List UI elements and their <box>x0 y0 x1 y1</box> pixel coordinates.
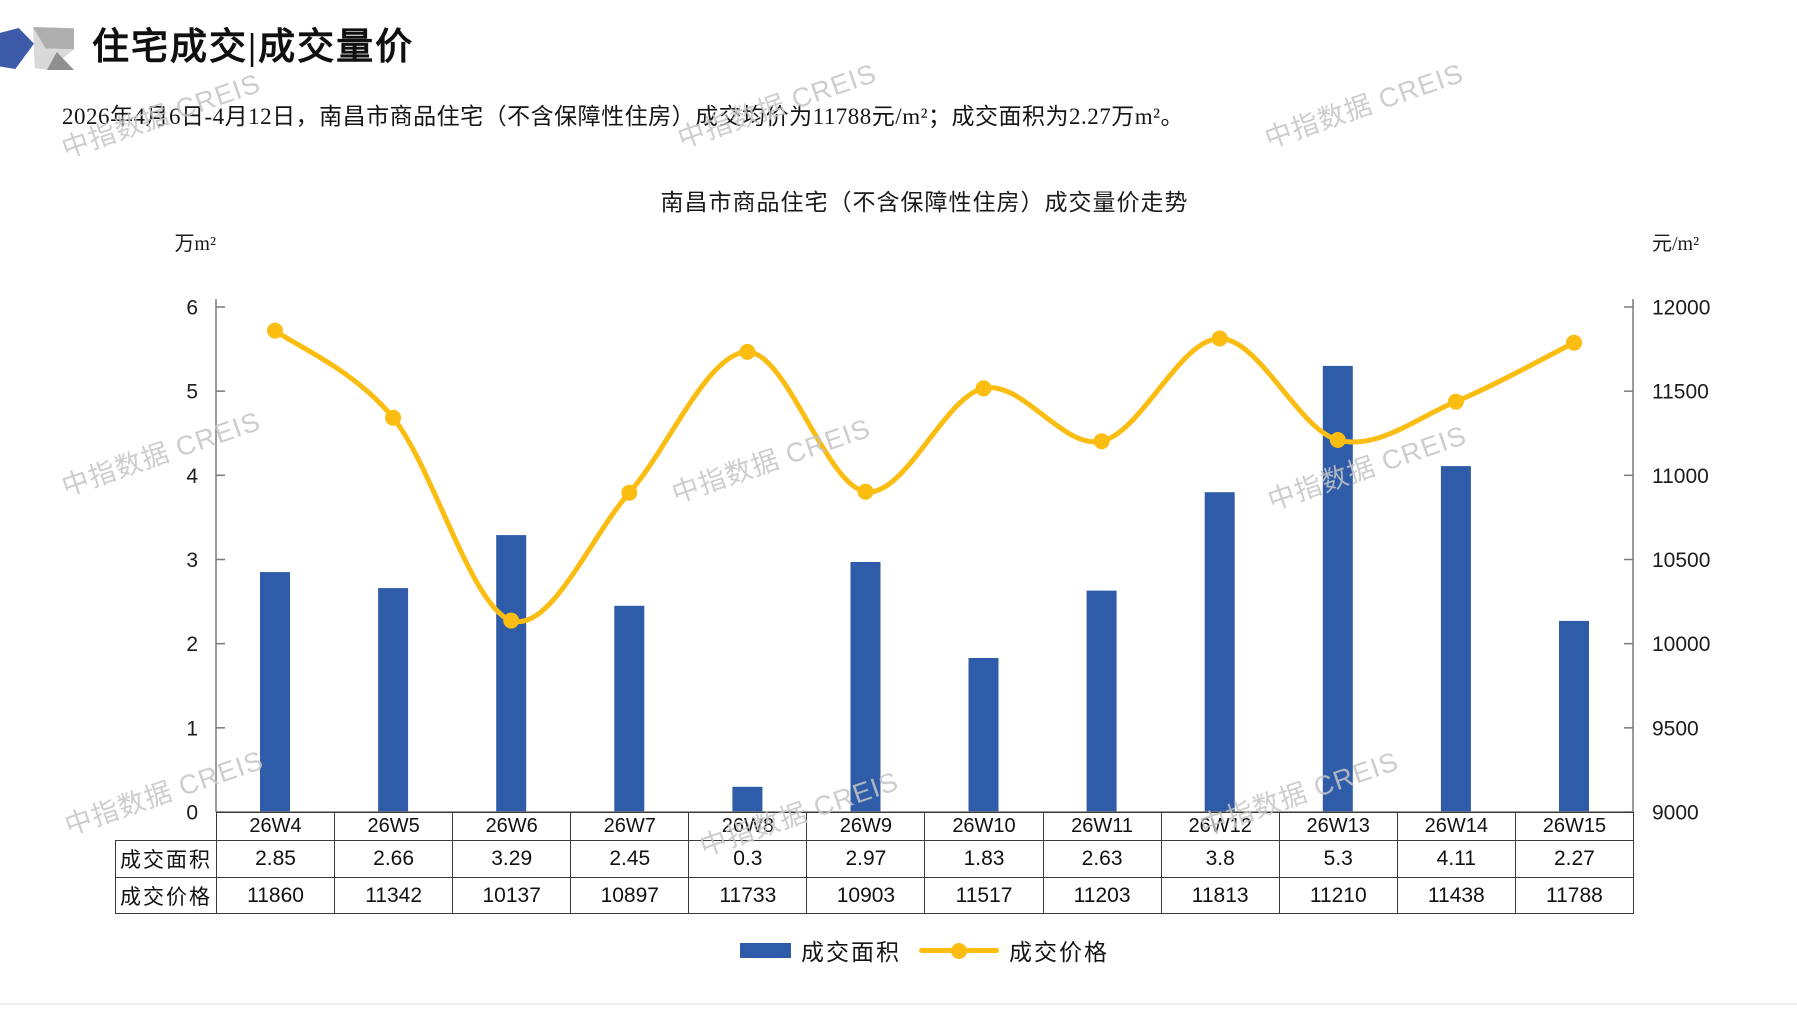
category-cell: 26W9 <box>806 812 926 841</box>
category-cell: 26W6 <box>452 812 572 841</box>
right-axis-tick-label: 10000 <box>1652 633 1710 656</box>
right-axis-tick-label: 11500 <box>1652 381 1709 404</box>
category-cell: 26W8 <box>688 812 808 841</box>
summary-text: 2026年4月6日-4月12日，南昌市商品住宅（不含保障性住房）成交均价为117… <box>62 104 1185 129</box>
area-legend-swatch <box>740 942 791 958</box>
logo-gray-shape <box>33 27 74 70</box>
page-title: 住宅成交|成交量价 <box>92 27 415 68</box>
price-marker <box>385 409 402 426</box>
bar <box>1440 466 1471 812</box>
left-axis-tick-label: 3 <box>186 549 198 572</box>
table-value-cell: 2.85 <box>215 840 336 878</box>
table-value-cell: 10903 <box>806 877 926 914</box>
bar <box>260 572 290 812</box>
table-value-cell: 11342 <box>334 877 454 914</box>
table-value-cell: 11788 <box>1514 877 1634 914</box>
table-value-cell: 2.27 <box>1514 840 1634 878</box>
bar <box>614 605 645 812</box>
left-axis-tick-label: 4 <box>186 465 198 488</box>
area-legend-label: 成交面积 <box>801 940 901 965</box>
right-axis-tick-label: 9500 <box>1652 717 1699 740</box>
category-cell: 26W5 <box>334 812 454 841</box>
table-value-cell: 1.83 <box>924 840 1044 878</box>
app-logo <box>0 26 74 71</box>
category-cell: 26W14 <box>1396 812 1516 841</box>
table-value-cell: 5.3 <box>1278 840 1398 878</box>
right-axis-tick-label: 9000 <box>1652 802 1699 825</box>
legend-item-price: 成交价格 <box>919 933 1109 967</box>
left-axis-tick-label: 0 <box>186 802 198 825</box>
category-cell: 26W15 <box>1514 812 1634 841</box>
price-legend-line-icon <box>919 942 999 959</box>
table-value-cell: 2.63 <box>1042 840 1162 878</box>
table-value-cell: 11813 <box>1160 877 1280 914</box>
price-marker <box>1093 433 1110 450</box>
bar <box>1204 492 1235 812</box>
category-cell: 26W4 <box>215 812 336 841</box>
page-bottom-edge <box>0 1003 1797 1005</box>
price-line <box>272 328 1577 625</box>
table-value-cell: 11733 <box>688 877 808 914</box>
price-marker <box>1566 334 1582 351</box>
table-row-header: 成交价格 <box>115 877 217 914</box>
table-row-header: 成交面积 <box>115 840 217 878</box>
table-value-cell: 2.97 <box>806 840 926 878</box>
chart-legend: 成交面积 成交价格 <box>216 933 1633 967</box>
category-cell: 26W13 <box>1278 812 1398 841</box>
bar <box>968 658 999 812</box>
price-marker <box>503 612 520 629</box>
price-marker <box>857 483 874 500</box>
bar <box>378 588 409 812</box>
price-marker <box>1211 330 1228 347</box>
category-cell: 26W11 <box>1042 812 1162 841</box>
table-value-cell: 2.45 <box>570 840 690 878</box>
bar <box>496 535 527 812</box>
table-value-cell: 4.11 <box>1396 840 1516 878</box>
bar <box>1559 620 1589 812</box>
table-value-cell: 11517 <box>924 877 1044 914</box>
right-axis-tick-label: 10500 <box>1652 549 1710 572</box>
table-value-cell: 3.8 <box>1160 840 1280 878</box>
bar <box>1086 590 1117 812</box>
left-axis-tick-label: 6 <box>186 297 198 320</box>
table-value-cell: 10897 <box>570 877 690 914</box>
price-marker <box>975 380 992 397</box>
bar <box>732 786 763 813</box>
chart-data-table: 26W4 26W5 26W6 26W7 26W8 26W9 26W10 26W11 26W12 2… <box>115 812 1634 914</box>
price-marker <box>1447 393 1464 410</box>
table-value-cell: 2.66 <box>334 840 454 878</box>
price-marker <box>621 484 638 501</box>
left-axis-tick-label: 5 <box>186 381 198 404</box>
right-axis-tick-label: 11000 <box>1652 465 1709 488</box>
table-value-cell: 10137 <box>452 877 572 914</box>
right-axis-tick-label: 12000 <box>1652 297 1710 320</box>
price-marker <box>1329 432 1346 448</box>
left-axis-tick-label: 1 <box>186 717 198 740</box>
left-axis-tick-label: 2 <box>186 633 198 656</box>
table-value-cell: 0.3 <box>688 840 808 878</box>
chart-title: 南昌市商品住宅（不含保障性住房）成交量价走势 <box>660 190 1189 215</box>
price-marker <box>739 343 756 360</box>
logo-blue-shape <box>0 28 34 69</box>
table-value-cell: 11203 <box>1042 877 1162 914</box>
right-axis-unit-label: 元/m² <box>1652 233 1700 255</box>
table-value-cell: 11860 <box>215 877 336 914</box>
price-marker <box>267 322 283 339</box>
category-cell: 26W7 <box>570 812 690 841</box>
category-cell: 26W10 <box>924 812 1044 841</box>
price-legend-label: 成交价格 <box>1009 940 1109 965</box>
category-cell: 26W12 <box>1160 812 1280 841</box>
table-value-cell: 3.29 <box>452 840 572 878</box>
table-value-cell: 11438 <box>1396 877 1516 914</box>
left-axis-unit-label: 万m² <box>174 233 216 255</box>
legend-item-area: 成交面积 <box>740 933 901 967</box>
bar <box>850 562 881 812</box>
table-value-cell: 11210 <box>1278 877 1398 914</box>
